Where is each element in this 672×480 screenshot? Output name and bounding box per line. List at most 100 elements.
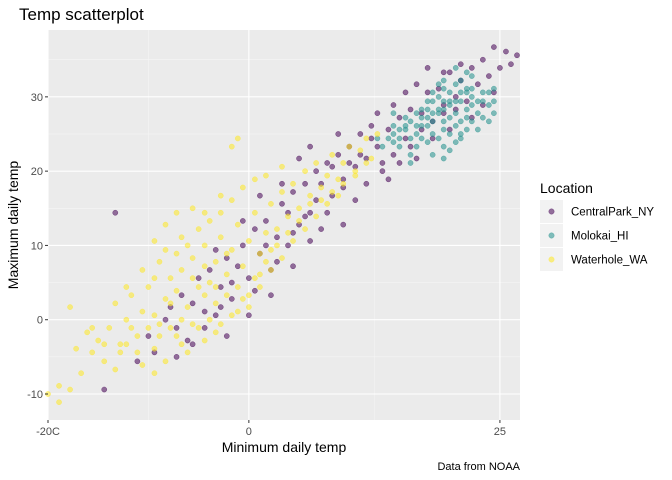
point	[151, 345, 158, 352]
point	[503, 48, 509, 55]
legend-title: Location	[540, 180, 593, 196]
point	[290, 238, 296, 244]
point	[189, 255, 196, 261]
point	[302, 213, 308, 220]
point	[228, 143, 235, 150]
point	[145, 325, 152, 331]
point	[302, 226, 308, 232]
point	[452, 65, 459, 71]
point	[195, 284, 202, 290]
legend-swatch	[548, 208, 555, 215]
point	[123, 316, 130, 323]
point	[134, 358, 141, 365]
point	[307, 238, 313, 244]
point	[201, 292, 208, 299]
point	[274, 258, 280, 265]
point	[435, 135, 442, 142]
point	[475, 110, 481, 116]
point	[368, 123, 375, 129]
series-molokai-hi	[374, 65, 497, 166]
point	[189, 300, 196, 307]
point	[139, 308, 146, 315]
point	[468, 118, 475, 125]
point	[223, 271, 230, 278]
point	[235, 263, 241, 270]
point	[228, 279, 235, 286]
point	[212, 258, 219, 265]
point	[189, 275, 196, 281]
point	[156, 258, 163, 265]
point	[123, 341, 130, 348]
point	[429, 110, 436, 116]
y-tick-label: 10	[31, 240, 43, 252]
point	[274, 234, 280, 241]
point	[440, 155, 447, 162]
point	[145, 333, 152, 339]
point	[89, 325, 95, 331]
point	[201, 263, 208, 270]
point	[407, 160, 414, 166]
point	[257, 192, 263, 199]
point	[290, 229, 296, 236]
point	[424, 123, 431, 129]
point	[457, 131, 464, 137]
point	[357, 131, 364, 137]
point	[263, 218, 269, 224]
legend-label: Waterhole_WA	[571, 255, 648, 267]
point	[335, 192, 342, 199]
point	[318, 226, 324, 232]
point	[246, 312, 252, 319]
point	[56, 383, 62, 389]
y-tick-label: 0	[37, 315, 43, 327]
point	[374, 131, 381, 137]
point	[189, 341, 196, 348]
point	[290, 189, 296, 195]
point	[173, 325, 180, 331]
point	[257, 284, 263, 290]
point	[452, 123, 459, 129]
x-axis-title: Minimum daily temp	[222, 439, 347, 455]
point	[167, 300, 174, 307]
point	[212, 312, 219, 319]
point	[468, 65, 475, 71]
point	[285, 213, 291, 220]
point	[418, 123, 425, 129]
point	[440, 69, 447, 76]
legend-item: Molokai_HI	[540, 224, 629, 247]
point	[217, 284, 224, 290]
point	[340, 160, 347, 166]
point	[302, 180, 308, 187]
point	[217, 209, 224, 216]
legend-item: Waterhole_WA	[540, 248, 648, 271]
point	[151, 238, 158, 244]
point	[363, 180, 370, 187]
point	[429, 98, 436, 105]
point	[101, 341, 108, 348]
point	[117, 341, 124, 348]
point	[279, 163, 285, 170]
point	[324, 172, 330, 179]
point	[307, 143, 313, 150]
point	[335, 151, 342, 158]
point	[173, 354, 180, 360]
point	[134, 349, 141, 356]
point	[195, 226, 202, 232]
point	[346, 160, 353, 166]
point	[112, 366, 119, 373]
y-tick-label: -10	[27, 389, 43, 401]
point	[156, 333, 163, 339]
point	[167, 275, 174, 281]
point	[184, 304, 191, 310]
point	[379, 160, 386, 166]
point	[240, 296, 246, 302]
point	[429, 151, 436, 158]
point	[374, 110, 381, 116]
point	[407, 151, 414, 158]
point	[413, 123, 420, 129]
point	[463, 98, 470, 105]
point	[457, 98, 464, 105]
point	[128, 292, 135, 299]
point	[457, 89, 464, 96]
point	[313, 197, 319, 203]
point	[452, 81, 459, 88]
